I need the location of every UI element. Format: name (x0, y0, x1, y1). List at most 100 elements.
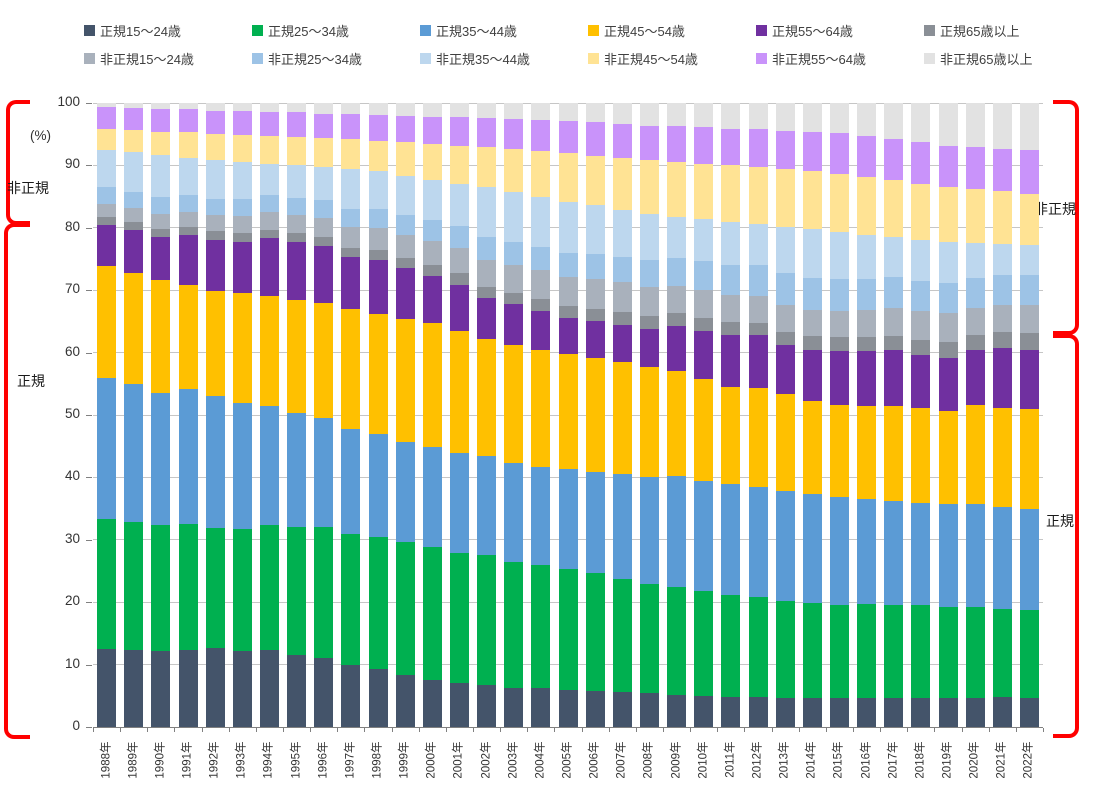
bar-segment (341, 139, 361, 169)
legend-swatch-icon (420, 24, 431, 36)
bar-segment (585, 308, 605, 321)
bar-segment (205, 239, 225, 291)
bar-segment (802, 336, 822, 351)
bar-segment (178, 109, 198, 133)
bar-segment (965, 146, 985, 189)
bar-segment (422, 240, 442, 266)
bar-segment (829, 351, 849, 406)
bar-segment (341, 103, 361, 115)
bar-segment (395, 103, 415, 116)
bar-segment (938, 282, 958, 314)
bar-segment (287, 112, 307, 137)
bar-segment (938, 313, 958, 343)
bar-segment (259, 212, 279, 230)
bar-segment (938, 145, 958, 188)
bar-segment (829, 337, 849, 352)
bar-segment (124, 272, 144, 385)
bar-segment (694, 378, 714, 481)
bar-segment (775, 226, 795, 274)
bar-segment (504, 562, 524, 688)
bar-segment (151, 280, 171, 393)
bar-segment (97, 107, 117, 129)
gridline (93, 102, 1043, 104)
bar-segment (287, 164, 307, 198)
x-axis-tick-label: 2020年 (968, 741, 981, 779)
bar-segment (911, 605, 931, 698)
x-axis-tick-label: 1992年 (208, 741, 221, 779)
bar-column-1993年 (232, 103, 252, 727)
x-axis-tick (825, 728, 827, 732)
y-axis-unit-label: (%) (30, 128, 51, 143)
bar-segment (504, 292, 524, 304)
x-axis-tick-label: 2006年 (588, 741, 601, 779)
bar-segment (1019, 609, 1039, 698)
bar-segment (504, 191, 524, 242)
bar-segment (721, 103, 741, 129)
bar-segment (775, 103, 795, 131)
bar-segment (884, 501, 904, 605)
bar-segment (585, 691, 605, 727)
x-axis-tick (608, 728, 610, 732)
x-axis-tick-label: 2001年 (452, 741, 465, 779)
legend-label: 正規15〜24歳 (100, 23, 181, 39)
bar-segment (341, 114, 361, 140)
bar-column-1995年 (287, 103, 307, 727)
bar-segment (368, 103, 388, 115)
bar-segment (1019, 509, 1039, 610)
bar-segment (612, 312, 632, 325)
bar-segment (395, 142, 415, 177)
bar-segment (802, 277, 822, 310)
bar-segment (829, 173, 849, 233)
bar-column-1988年 (97, 103, 117, 727)
bar-segment (694, 330, 714, 379)
bar-segment (721, 164, 741, 222)
bar-segment (504, 303, 524, 345)
bar-segment (585, 357, 605, 473)
legend-label: 正規35〜44歳 (436, 23, 517, 39)
bar-column-1996年 (314, 103, 334, 727)
bar-segment (287, 103, 307, 113)
bar-segment (612, 578, 632, 693)
x-axis-tick (853, 728, 854, 732)
bar-column-1989年 (124, 103, 144, 727)
bar-segment (992, 191, 1012, 245)
bar-segment (124, 222, 144, 231)
bar-column-2006年 (585, 103, 605, 727)
bar-segment (1019, 408, 1039, 510)
bar-segment (232, 528, 252, 651)
bar-segment (178, 389, 198, 525)
bar-segment (151, 392, 171, 526)
bar-segment (341, 664, 361, 727)
bar-segment (395, 441, 415, 542)
bar-segment (829, 698, 849, 727)
bar-segment (558, 252, 578, 278)
x-axis-tick (93, 728, 94, 732)
bar-segment (314, 245, 334, 304)
bar-segment (395, 674, 415, 727)
bar-segment (911, 183, 931, 240)
x-axis-tick (120, 728, 122, 732)
bar-segment (775, 600, 795, 698)
bar-segment (341, 534, 361, 665)
legend-label: 非正規25〜34歳 (268, 51, 362, 67)
y-axis-tick (86, 539, 92, 541)
x-axis-tick-label: 2008年 (642, 741, 655, 779)
bar-segment (97, 378, 117, 519)
y-axis-tick-label: 40 (64, 468, 80, 484)
bar-segment (422, 275, 442, 324)
bar-segment (775, 273, 795, 305)
bar-segment (97, 217, 117, 226)
x-axis-tick (690, 728, 692, 732)
y-axis-tick-label: 90 (64, 156, 80, 172)
bar-column-2003年 (504, 103, 524, 727)
bar-segment (558, 153, 578, 202)
bar-segment (829, 405, 849, 497)
bar-segment (422, 547, 442, 681)
bar-segment (422, 680, 442, 727)
bar-segment (124, 649, 144, 727)
bar-segment (232, 161, 252, 199)
bar-segment (721, 294, 741, 323)
bar-segment (504, 241, 524, 265)
bar-segment (992, 103, 1012, 149)
bar-column-1998年 (368, 103, 388, 727)
